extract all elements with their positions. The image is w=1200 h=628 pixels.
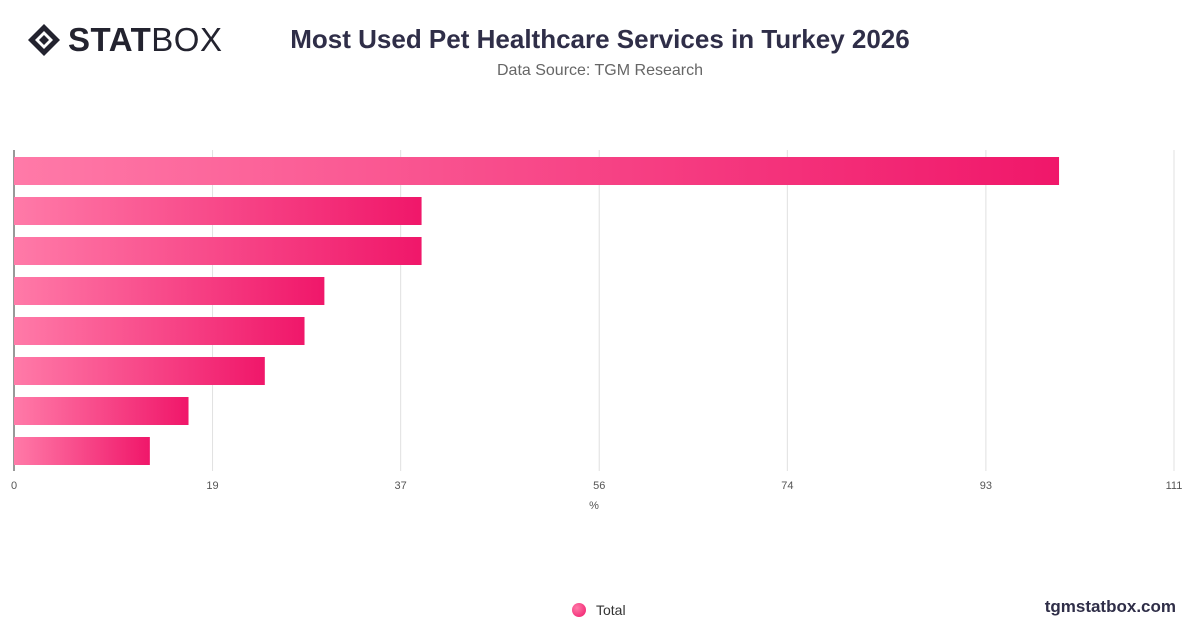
bar-2[interactable] [14,197,422,225]
logo-text-light: BOX [151,21,223,58]
statbox-logo: STATBOX [26,22,222,58]
bar-5[interactable] [14,317,305,345]
bar-3[interactable] [14,237,422,265]
bar-6[interactable] [14,357,265,385]
x-tick-label: 37 [395,480,407,492]
statbox-diamond-icon [28,24,60,56]
logo-text-bold: STAT [68,21,152,58]
x-axis-label: % [589,500,599,512]
x-tick-label: 19 [206,480,218,492]
legend[interactable]: Total [572,602,626,618]
x-tick-label: 93 [980,480,992,492]
legend-marker-icon [572,603,586,617]
legend-label: Total [596,602,626,618]
x-tick-label: 74 [781,480,793,492]
bar-7[interactable] [14,397,189,425]
chart-subtitle: Data Source: TGM Research [496,62,703,79]
x-tick-label: 111 [1166,480,1183,492]
x-tick-label: 56 [593,480,605,492]
bar-1[interactable] [14,157,1060,185]
x-tick-label: 0 [11,480,17,492]
chart-title: Most Used Pet Healthcare Services in Tur… [290,24,910,54]
bar-8[interactable] [14,437,150,465]
watermark: tgmstatbox.com [1044,597,1176,616]
bar-4[interactable] [14,277,325,305]
